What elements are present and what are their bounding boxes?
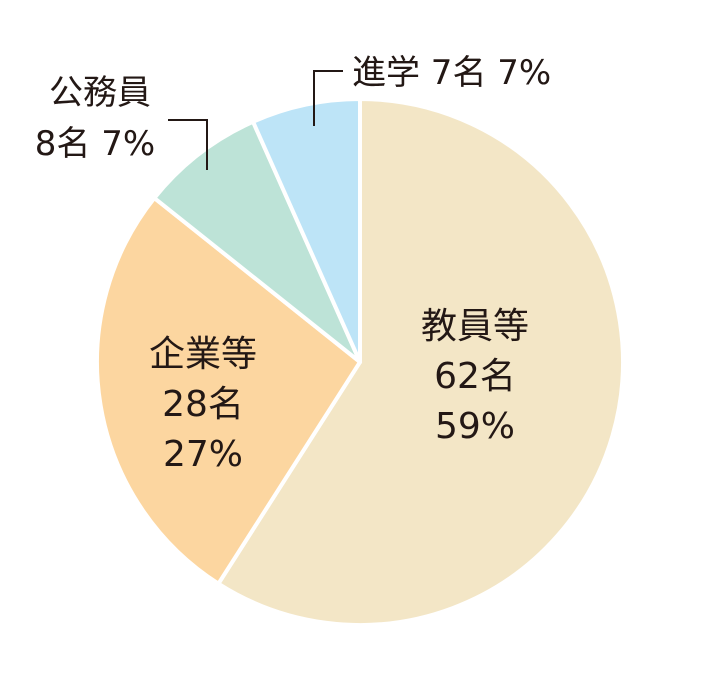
- pie-slice-kyoin: [216, 97, 625, 627]
- slice-label-kigyo-percent: 27%: [163, 434, 243, 475]
- leader-line-shingaku: [313, 70, 343, 126]
- slice-label-kyoin-percent: 59%: [435, 406, 515, 447]
- slice-label-shingaku: 進学 7名 7%: [352, 53, 551, 93]
- slice-label-kigyo-category: 企業等: [149, 334, 257, 375]
- pie-slice-kigyo: [95, 196, 362, 586]
- slice-label-komuin-count-percent: 8名 7%: [35, 124, 155, 164]
- slice-label-komuin-category: 公務員: [49, 73, 151, 113]
- slice-label-kigyo-count: 28名: [162, 384, 244, 425]
- pie-slice-komuin: [152, 119, 362, 364]
- slice-label-kyoin-category: 教員等: [421, 306, 529, 347]
- leader-line-komuin: [168, 119, 208, 170]
- slice-label-kyoin-count: 62名: [434, 356, 516, 397]
- pie-slice-shingaku: [251, 97, 362, 364]
- pie-slices: [95, 97, 625, 627]
